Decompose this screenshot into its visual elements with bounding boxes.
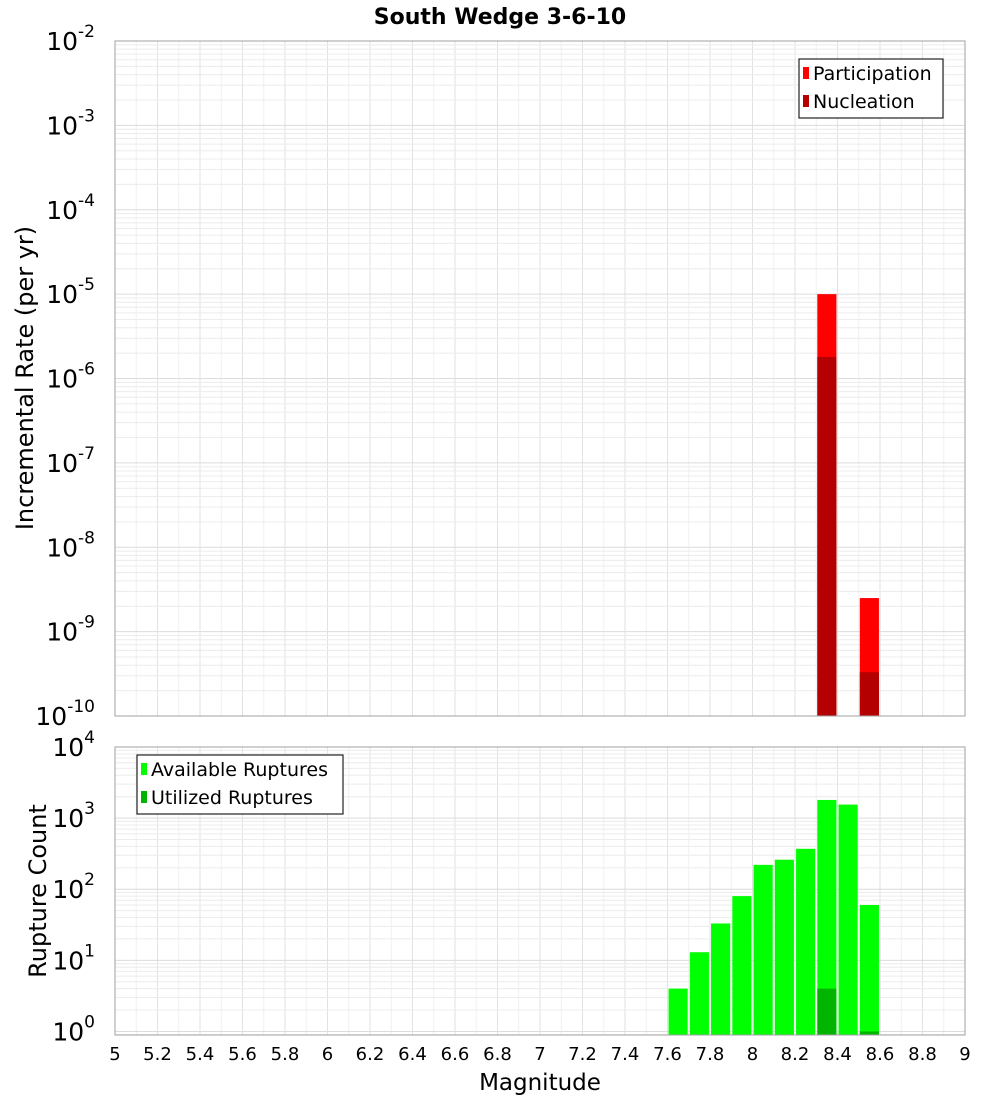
y-tick-label: 101 [52, 941, 95, 975]
y-tick-label: 10-10 [35, 697, 95, 731]
x-tick-label: 6.6 [441, 1044, 470, 1065]
y-tick-exponent: 0 [84, 1012, 95, 1032]
y-tick-exponent: 4 [84, 728, 95, 748]
y-tick-label: 10-5 [46, 275, 95, 309]
plot-border [114, 40, 966, 717]
y-tick-label: 10-8 [46, 528, 95, 562]
y-tick-exponent: -7 [78, 444, 95, 464]
x-tick-label: 6.8 [483, 1044, 512, 1065]
x-tick-label: 6.4 [398, 1044, 427, 1065]
x-tick-label: 8.2 [781, 1044, 810, 1065]
x-tick-label: 7.6 [653, 1044, 682, 1065]
legend-label: Nucleation [813, 91, 915, 113]
bar [817, 988, 837, 1035]
y-tick-label: 10-7 [46, 444, 95, 478]
x-tick-label: 8 [747, 1044, 758, 1065]
y-tick-label: 10-6 [46, 360, 95, 394]
plot-border [114, 746, 966, 1036]
bar [859, 904, 879, 1035]
chart-title: South Wedge 3-6-10 [374, 5, 626, 30]
x-tick-label: 8.8 [908, 1044, 937, 1065]
legend-box [136, 754, 344, 815]
bar [668, 988, 688, 1035]
y-tick-label: 104 [52, 728, 95, 762]
y-tick-exponent: 1 [84, 941, 95, 961]
bar [796, 848, 816, 1035]
x-tick-label: 6.2 [356, 1044, 385, 1065]
legend-swatch [141, 763, 147, 775]
y-tick-exponent: -6 [78, 360, 95, 380]
x-tick-label: 7.4 [611, 1044, 640, 1065]
y-tick-label: 10-3 [46, 106, 95, 140]
y-tick-exponent: -10 [67, 697, 95, 717]
y-tick-label: 10-4 [46, 191, 95, 225]
y-tick-label: 103 [52, 799, 95, 833]
legend-swatch [803, 95, 809, 107]
legend-box [798, 58, 944, 119]
y-tick-exponent: -3 [78, 106, 95, 126]
y-tick-label: 100 [52, 1012, 95, 1046]
bar [817, 799, 837, 1035]
x-tick-label: 5 [109, 1044, 120, 1065]
x-tick-label: 7 [534, 1044, 545, 1065]
y-tick-label: 102 [52, 870, 95, 904]
bar [711, 923, 731, 1035]
x-tick-label: 9 [959, 1044, 970, 1065]
x-tick-label: 7.2 [568, 1044, 597, 1065]
x-tick-label: 5.2 [143, 1044, 172, 1065]
bar [838, 804, 858, 1035]
y-tick-label: 10-2 [46, 22, 95, 56]
bar [689, 952, 709, 1035]
count-y-axis-label: Rupture Count [24, 804, 52, 978]
legend-swatch [803, 67, 809, 79]
legend-label: Available Ruptures [151, 759, 328, 781]
bar [732, 896, 752, 1035]
x-tick-label: 5.4 [186, 1044, 215, 1065]
y-tick-exponent: -4 [78, 191, 95, 211]
y-tick-label: 10-9 [46, 613, 95, 647]
bar [859, 672, 879, 716]
x-tick-label: 5.6 [228, 1044, 257, 1065]
rate-y-axis-label: Incremental Rate (per yr) [11, 226, 39, 530]
legend-label: Participation [813, 63, 932, 85]
x-tick-label: 7.8 [696, 1044, 725, 1065]
y-tick-exponent: -2 [78, 22, 95, 42]
x-tick-label: 6 [322, 1044, 333, 1065]
x-axis-label: Magnitude [479, 1070, 601, 1096]
bar [859, 1031, 879, 1035]
y-tick-exponent: 2 [84, 870, 95, 890]
rate-panel: 10-10 10-9 10-8 10-7 10-6 10-5 10-4 10-3 10-2 Par… [35, 22, 966, 731]
y-tick-exponent: -5 [78, 275, 95, 295]
bar [753, 864, 773, 1035]
x-tick-label: 8.6 [866, 1044, 895, 1065]
legend-label: Utilized Ruptures [151, 787, 313, 809]
y-tick-exponent: 3 [84, 799, 95, 819]
legend-swatch [141, 791, 147, 803]
x-tick-label: 5.8 [271, 1044, 300, 1065]
bar [774, 859, 794, 1035]
y-tick-exponent: -9 [78, 613, 95, 633]
bar [817, 356, 837, 716]
y-tick-exponent: -8 [78, 528, 95, 548]
x-tick-label: 8.4 [823, 1044, 852, 1065]
